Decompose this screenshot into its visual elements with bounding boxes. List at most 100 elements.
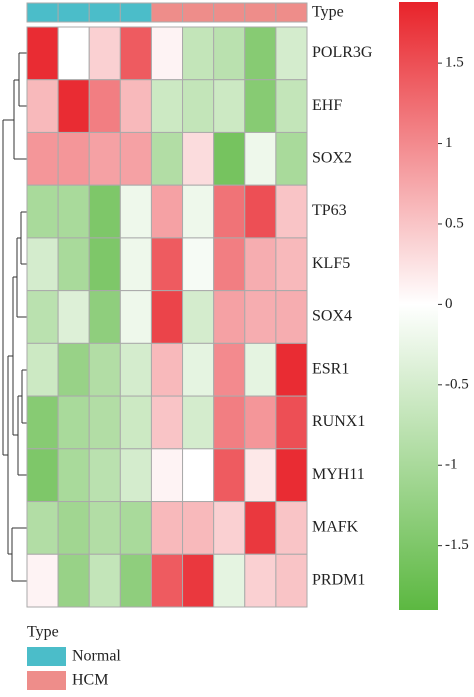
heatmap-cell (213, 395, 246, 450)
row-label: MYH11 (312, 466, 365, 483)
heatmap-cell (119, 26, 152, 81)
heatmap-cell (26, 184, 59, 239)
heatmap-cell (150, 237, 184, 292)
colorbar-tick-label: -1 (445, 457, 458, 473)
heatmap-cell (150, 26, 184, 81)
heatmap-cell (275, 395, 308, 450)
heatmap-cell (119, 290, 152, 344)
row-label: SOX4 (312, 308, 352, 325)
colorbar-tick-label: -1.5 (445, 537, 469, 553)
row-label: TP63 (312, 202, 347, 219)
heatmap-cell (150, 131, 184, 186)
annotation-cell (88, 2, 121, 23)
annotation-cell (150, 2, 184, 23)
row-label: SOX2 (312, 149, 352, 166)
annotation-cell (57, 2, 90, 23)
heatmap-cell (244, 26, 277, 81)
heatmap-cell (88, 395, 121, 450)
row-label: POLR3G (312, 44, 373, 61)
heatmap-cell (57, 79, 90, 133)
heatmap-cell (213, 184, 246, 239)
heatmap-cell (88, 184, 121, 239)
heatmap-cell (88, 553, 121, 608)
annotation-cell (26, 2, 59, 23)
heatmap-cell (244, 237, 277, 292)
heatmap-cell (182, 342, 215, 397)
row-label: PRDM1 (312, 571, 365, 588)
heatmap-cell (275, 553, 308, 608)
heatmap-cell (213, 501, 246, 555)
heatmap-cell (275, 237, 308, 292)
heatmap-cell (275, 448, 308, 503)
colorbar-tick-label: 1 (445, 135, 453, 151)
heatmap-cell (213, 553, 246, 608)
heatmap-cell (182, 395, 215, 450)
heatmap-cell (244, 448, 277, 503)
heatmap-cell (119, 184, 152, 239)
heatmap-cell (275, 131, 308, 186)
heatmap-cell (119, 448, 152, 503)
heatmap-cell (150, 290, 184, 344)
annotation-cell (275, 2, 308, 23)
heatmap-cell (57, 448, 90, 503)
heatmap-cell (244, 553, 277, 608)
heatmap-cell (57, 184, 90, 239)
annotation-cell (244, 2, 277, 23)
heatmap-cell (213, 237, 246, 292)
heatmap-cell (150, 448, 184, 503)
colorbar-tick-label: 1.5 (445, 55, 464, 71)
dendrogram (2, 52, 27, 582)
heatmap-cell (213, 131, 246, 186)
heatmap-cell (26, 237, 59, 292)
heatmap-cell (88, 131, 121, 186)
heatmap-cell (182, 184, 215, 239)
heatmap-cell (119, 501, 152, 555)
heatmap-cell (88, 342, 121, 397)
heatmap-cell (88, 237, 121, 292)
heatmap-cell (182, 501, 215, 555)
legend-swatch (27, 671, 66, 690)
legend-label: HCM (72, 672, 108, 689)
heatmap-cell (244, 290, 277, 344)
heatmap-cell (182, 290, 215, 344)
heatmap-cell (26, 290, 59, 344)
legend-title: Type (27, 624, 59, 641)
heatmap-cell (26, 395, 59, 450)
heatmap-cell (57, 553, 90, 608)
heatmap-cell (213, 448, 246, 503)
heatmap-cell (57, 26, 90, 81)
heatmap-cell (275, 501, 308, 555)
heatmap-cell (150, 342, 184, 397)
heatmap-cell (150, 395, 184, 450)
heatmap-cell (213, 79, 246, 133)
heatmap-cell (244, 184, 277, 239)
heatmap-cell (26, 553, 59, 608)
annotation-cell (119, 2, 152, 23)
heatmap-cell (275, 79, 308, 133)
heatmap-cell (57, 395, 90, 450)
row-label: RUNX1 (312, 413, 365, 430)
heatmap-cell (182, 131, 215, 186)
heatmap-cell (119, 131, 152, 186)
heatmap-cell (88, 79, 121, 133)
heatmap-cell (88, 26, 121, 81)
heatmap-cell (244, 501, 277, 555)
heatmap-cell (275, 342, 308, 397)
heatmap-cell (213, 290, 246, 344)
legend-swatch (27, 647, 66, 666)
row-label: KLF5 (312, 255, 350, 272)
heatmap-cell (57, 237, 90, 292)
heatmap-cell (182, 553, 215, 608)
row-label: MAFK (312, 519, 359, 536)
row-label: ESR1 (312, 360, 349, 377)
heatmap-cell (88, 501, 121, 555)
heatmap-cell (182, 237, 215, 292)
heatmap-cell (244, 395, 277, 450)
heatmap-cell (57, 131, 90, 186)
row-label: EHF (312, 97, 342, 114)
heatmap-cell (119, 342, 152, 397)
colorbar-tick-label: 0 (445, 296, 453, 312)
heatmap-cell (150, 501, 184, 555)
colorbar-tick-label: -0.5 (445, 376, 469, 392)
